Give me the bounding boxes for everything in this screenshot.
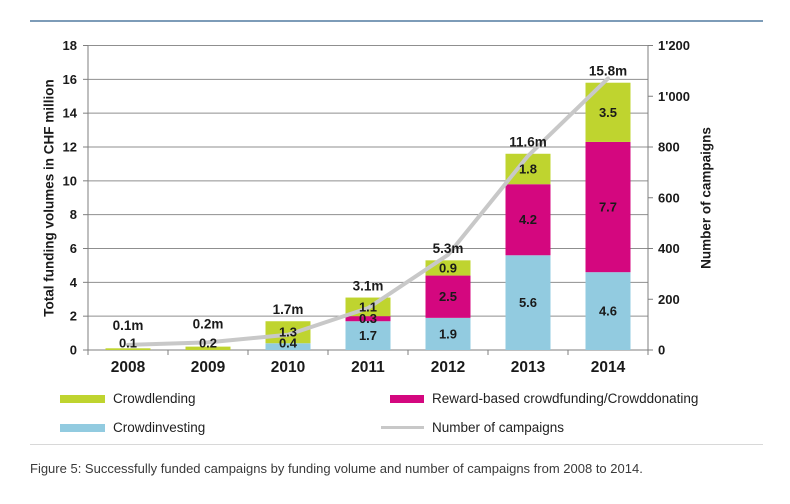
segment-value-label-2011: 0.3 <box>359 311 377 326</box>
bar-segment-crowdlending-2008 <box>105 348 151 350</box>
left-tick-label: 2 <box>70 309 77 324</box>
segment-value-label-2013: 5.6 <box>519 295 537 310</box>
x-axis-label-2011: 2011 <box>351 359 385 376</box>
bar-segment-crowdinvesting-2014 <box>585 272 631 350</box>
x-axis-label-2008: 2008 <box>111 359 146 376</box>
right-tick-label: 1'200 <box>658 38 690 53</box>
segment-value-label-2012: 2.5 <box>439 289 457 304</box>
segment-value-label-2014: 3.5 <box>599 105 617 120</box>
segment-value-label-2009: 0.2 <box>199 336 217 351</box>
chart-plot-area: 0 2 4 6 8 10 12 14 16 18 0 200 400 600 800 1'000 1'200 0.… <box>63 38 690 376</box>
left-tick-label: 4 <box>70 275 78 290</box>
segment-value-label-2014: 7.7 <box>599 200 617 215</box>
funding-campaigns-chart: 0 2 4 6 8 10 12 14 16 18 0 200 400 600 800 1'000 1'200 0.… <box>42 38 714 376</box>
crowdlending-swatch-icon <box>60 394 105 403</box>
bar-segment-crowdlending-2009 <box>185 346 231 350</box>
total-label-2009: 0.2m <box>193 316 224 331</box>
caption-separator-line <box>30 444 763 445</box>
total-label-2014: 15.8m <box>589 64 627 79</box>
total-label-2012: 5.3m <box>433 241 464 256</box>
left-tick-label: 0 <box>70 343 77 358</box>
x-axis-label-2010: 2010 <box>271 359 305 376</box>
segment-value-label-2008: 0.1 <box>119 336 137 351</box>
bar-segment-reward-based-2013 <box>505 184 551 256</box>
bar-segment-reward-based-2012 <box>425 275 471 318</box>
right-axis-title: Number of campaigns <box>699 127 714 269</box>
total-label-2008: 0.1m <box>113 318 144 333</box>
left-tick-label: 6 <box>70 241 77 256</box>
total-label-2010: 1.7m <box>273 302 304 317</box>
x-axis-label-2012: 2012 <box>431 359 465 376</box>
x-axis-label-2014: 2014 <box>591 359 626 376</box>
reward-based-swatch-icon <box>390 394 424 403</box>
right-tick-label: 1'000 <box>658 89 690 104</box>
bar-segment-reward-based-2011 <box>345 316 391 322</box>
left-tick-label: 16 <box>63 72 77 87</box>
right-tick-label: 0 <box>658 343 665 358</box>
right-tick-label: 400 <box>658 241 680 256</box>
legend-item-number-of-campaigns: Number of campaigns <box>381 421 564 435</box>
segment-value-label-2010: 0.4 <box>279 336 298 351</box>
bar-segment-reward-based-2014 <box>585 141 631 273</box>
legend-label: Crowdlending <box>113 391 196 406</box>
top-rule-line <box>30 20 763 22</box>
number-of-campaigns-line <box>126 76 610 347</box>
x-axis-label-2009: 2009 <box>191 359 226 376</box>
legend-label: Crowdinvesting <box>113 420 206 435</box>
x-axis-label-2013: 2013 <box>511 359 546 376</box>
segment-value-label-2012: 1.9 <box>439 326 457 341</box>
legend-item-reward-based: Reward-based crowdfunding/Crowddonating <box>390 392 698 406</box>
total-label-2013: 11.6m <box>509 135 547 150</box>
segment-value-label-2011: 1.7 <box>359 328 377 343</box>
bar-segment-crowdinvesting-2010 <box>265 343 311 350</box>
right-tick-label: 600 <box>658 190 680 205</box>
legend-label: Number of campaigns <box>432 420 565 435</box>
segment-value-label-2014: 4.6 <box>599 304 617 319</box>
campaigns-line-swatch-icon <box>381 426 424 430</box>
figure-caption: Figure 5: Successfully funded campaigns … <box>30 461 643 476</box>
bar-segment-crowdinvesting-2013 <box>505 255 551 350</box>
bar-segment-crowdinvesting-2012 <box>425 317 471 350</box>
right-tick-label: 800 <box>658 140 680 155</box>
total-label-2011: 3.1m <box>353 278 384 293</box>
left-axis-title: Total funding volumes in CHF million <box>42 79 57 317</box>
left-tick-label: 18 <box>63 38 77 53</box>
left-tick-label: 14 <box>63 106 78 121</box>
left-tick-label: 12 <box>63 140 77 155</box>
left-tick-label: 10 <box>63 173 77 188</box>
legend-item-crowdinvesting: Crowdinvesting <box>60 421 205 435</box>
crowdinvesting-swatch-icon <box>60 423 105 432</box>
segment-value-label-2012: 0.9 <box>439 260 457 275</box>
left-tick-label: 8 <box>70 207 77 222</box>
segment-value-label-2013: 1.8 <box>519 161 537 176</box>
bar-segment-crowdinvesting-2011 <box>345 321 391 350</box>
legend-item-crowdlending: Crowdlending <box>60 392 196 406</box>
segment-value-label-2010: 1.3 <box>279 325 297 340</box>
legend-label: Reward-based crowdfunding/Crowddonating <box>432 391 699 406</box>
segment-value-label-2011: 1.1 <box>359 299 377 314</box>
right-tick-label: 200 <box>658 292 680 307</box>
segment-value-label-2013: 4.2 <box>519 212 537 227</box>
